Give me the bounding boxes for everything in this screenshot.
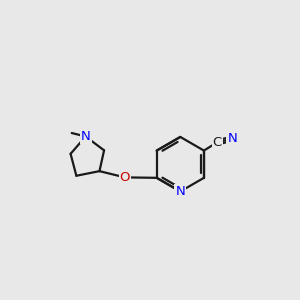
Text: N: N <box>81 130 91 143</box>
Text: N: N <box>176 185 185 198</box>
Text: N: N <box>227 132 237 145</box>
Text: O: O <box>120 171 130 184</box>
Text: C: C <box>213 136 222 149</box>
